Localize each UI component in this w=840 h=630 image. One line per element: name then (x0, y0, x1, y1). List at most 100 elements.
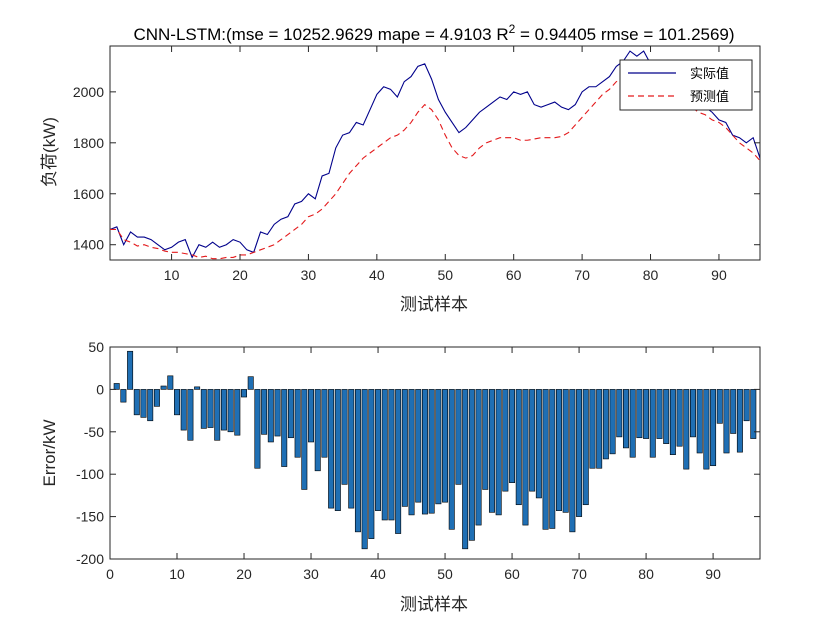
error-bar (140, 389, 147, 418)
error-bar (696, 389, 703, 454)
bottom-x-tick-label: 10 (169, 566, 185, 582)
series-line-predicted (110, 75, 760, 260)
error-bar (207, 389, 214, 428)
error-bar (616, 389, 623, 438)
error-bar (354, 389, 361, 533)
error-bar (227, 389, 234, 433)
error-bar (314, 389, 321, 472)
legend-box (619, 59, 753, 111)
error-bar (442, 389, 449, 503)
error-bar (488, 389, 495, 513)
error-bar (629, 389, 636, 458)
error-bar (515, 389, 522, 506)
error-bar (127, 350, 134, 390)
error-bar (194, 386, 201, 390)
error-bar (133, 389, 140, 416)
error-bar (274, 389, 281, 437)
error-bar (656, 389, 663, 439)
bottom-x-tick-label: 70 (571, 566, 587, 582)
bottom-y-tick-label: 50 (88, 339, 104, 355)
error-bar (415, 389, 422, 503)
error-bar (261, 389, 268, 435)
error-bar (200, 389, 207, 429)
error-bar (147, 389, 154, 422)
error-bar (509, 389, 516, 483)
top-y-tick-label: 2000 (73, 84, 104, 100)
chart-title-main: CNN-LSTM:(mse = 10252.9629 mape = 4.9103… (133, 25, 508, 44)
bottom-x-tick-label: 40 (370, 566, 386, 582)
error-bar (649, 389, 656, 458)
bottom-x-tick-label: 30 (303, 566, 319, 582)
error-bar (475, 389, 482, 526)
error-bar (113, 383, 120, 390)
top-x-tick-label: 20 (232, 267, 248, 283)
top-chart: CNN-LSTM:(mse = 10252.9629 mape = 4.9103… (40, 22, 761, 314)
error-bar (368, 389, 375, 539)
bottom-x-tick-label: 50 (437, 566, 453, 582)
error-bar (348, 389, 355, 509)
error-bar (502, 389, 509, 492)
error-bar (435, 389, 442, 505)
error-bar (555, 389, 562, 511)
error-bar (542, 389, 549, 530)
top-y-tick-label: 1600 (73, 186, 104, 202)
error-bar (395, 389, 402, 534)
error-bar (602, 389, 609, 460)
error-bar (328, 389, 335, 509)
error-bar (174, 389, 180, 416)
error-bar (669, 389, 676, 455)
error-bar (180, 389, 187, 431)
error-bar (529, 389, 536, 492)
error-bar (710, 389, 717, 467)
error-bar (596, 389, 603, 469)
error-bar (690, 389, 696, 438)
error-bar (535, 389, 542, 499)
error-bar (428, 389, 435, 514)
error-bar (321, 389, 328, 458)
error-bar (622, 389, 629, 449)
error-bar (589, 389, 596, 469)
error-bar (334, 389, 341, 511)
bottom-chart: 0 10 20 30 40 50 60 70 80 90 -200 -150 -100 -50 0 50 测试… (40, 339, 761, 614)
top-x-axis-label: 测试样本 (400, 295, 468, 314)
top-x-tick-label: 60 (506, 267, 522, 283)
bottom-ticks: 0 10 20 30 40 50 60 70 80 90 -200 -150 -100 -50 0 50 (76, 339, 760, 582)
error-bar (361, 389, 368, 550)
bottom-y-tick-label: -150 (76, 509, 104, 525)
error-bar (254, 389, 261, 469)
error-bar (730, 389, 737, 434)
error-bar (703, 389, 710, 470)
bottom-y-tick-label: -100 (76, 466, 104, 482)
error-bar (401, 389, 408, 507)
bottom-y-axis-label: Error/kW (40, 419, 59, 486)
error-bar (408, 389, 415, 516)
error-bar (643, 389, 650, 439)
bottom-x-tick-label: 90 (705, 566, 721, 582)
top-x-tick-label: 80 (643, 267, 659, 283)
top-x-tick-label: 30 (301, 267, 317, 283)
error-bar (676, 389, 683, 447)
error-bar (234, 389, 241, 436)
error-bar (663, 389, 670, 444)
chart-title-superscript: 2 (509, 22, 516, 36)
error-bar (301, 389, 308, 490)
top-x-tick-label: 10 (164, 267, 180, 283)
error-bar (448, 389, 455, 530)
error-bar (120, 389, 127, 403)
error-bar (482, 389, 489, 490)
error-bar (153, 389, 160, 407)
top-x-tick-label: 50 (437, 267, 453, 283)
error-bar (683, 389, 690, 470)
bottom-plot-area (113, 350, 757, 550)
error-bar (582, 389, 589, 506)
bottom-x-tick-label: 80 (638, 566, 654, 582)
top-y-tick-label: 1800 (73, 135, 104, 151)
legend: 实际值 预测值 (619, 59, 753, 111)
bottom-x-axis-label: 测试样本 (400, 595, 468, 614)
error-bar (468, 389, 475, 541)
error-bar (220, 389, 227, 431)
top-ticks: 10 20 30 40 50 60 70 80 90 1400 1600 1800 2000 (73, 46, 760, 283)
error-bar (241, 389, 247, 398)
